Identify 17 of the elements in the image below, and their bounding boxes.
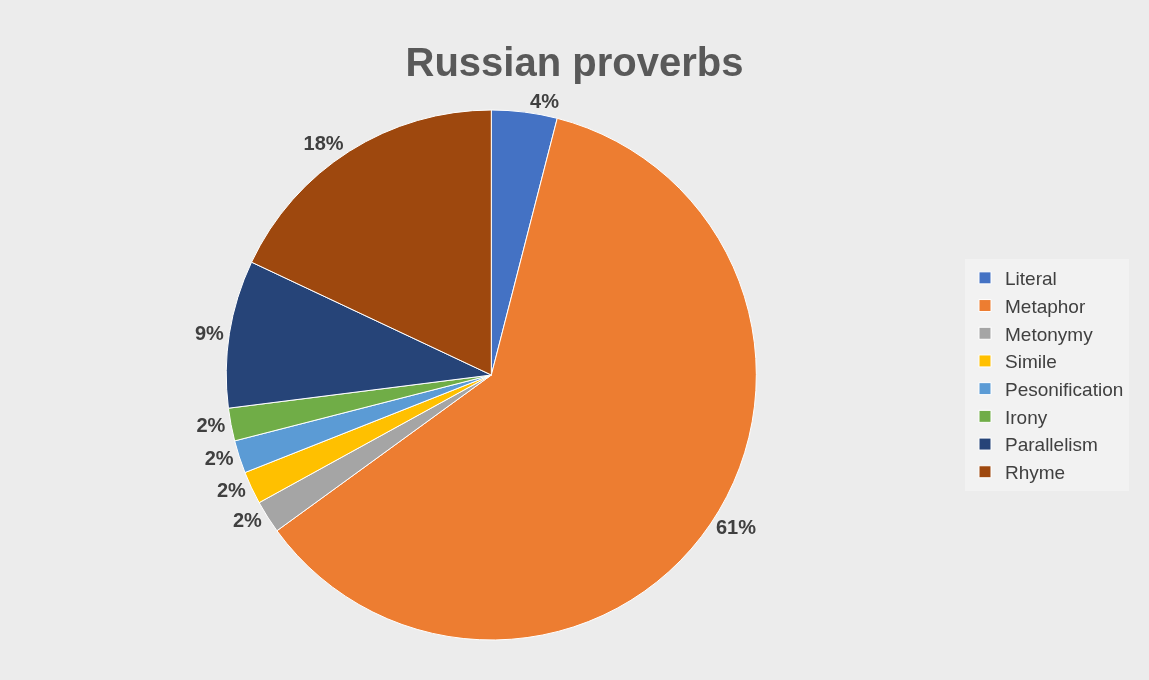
legend-label: Metaphor bbox=[1005, 295, 1086, 317]
legend-label: Literal bbox=[1005, 268, 1057, 290]
legend-label: Parallelism bbox=[1005, 434, 1098, 456]
data-label: 2% bbox=[216, 478, 247, 501]
chart-title: Russian proverbs bbox=[405, 39, 744, 84]
data-label: 61% bbox=[716, 516, 757, 539]
legend-label: Pesonification bbox=[1005, 379, 1124, 401]
data-label: 4% bbox=[530, 90, 560, 113]
legend-label: Rhyme bbox=[1005, 462, 1066, 484]
data-label: 18% bbox=[303, 132, 344, 155]
legend-label: Simile bbox=[1005, 351, 1057, 373]
legend-label: Metonymy bbox=[1005, 323, 1094, 345]
data-label: 9% bbox=[194, 322, 225, 345]
data-label: 2% bbox=[232, 509, 263, 532]
data-label: 2% bbox=[196, 414, 226, 437]
data-label: 2% bbox=[204, 446, 234, 469]
legend-label: Irony bbox=[1005, 406, 1048, 428]
